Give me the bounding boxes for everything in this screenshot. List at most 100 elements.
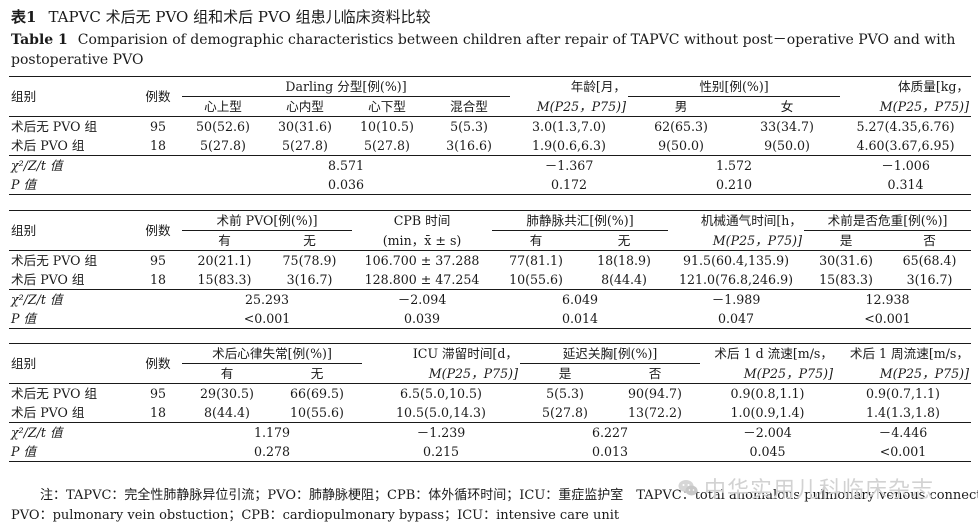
cell: 29(30.5) bbox=[182, 383, 272, 403]
weight-header: 体质量[kg， bbox=[840, 76, 972, 97]
cell: 9(50.0) bbox=[658, 138, 704, 153]
cell: 18 bbox=[149, 138, 167, 153]
sex-sub: 男 bbox=[628, 96, 735, 117]
stat-value: －1.006 bbox=[840, 155, 972, 175]
cell: 0.9(0.8,1.1) bbox=[700, 383, 835, 403]
stat-row: χ²/Z/t 值 25.293 －2.094 6.049 －1.989 12.9… bbox=[9, 289, 972, 309]
cell: 10.5(5.0,14.3) bbox=[396, 405, 486, 420]
p-value: 0.210 bbox=[628, 175, 841, 195]
stat-label: χ²/Z/t 值 bbox=[9, 289, 182, 309]
subheader-row: 心上型 心内型 心下型 混合型 M(P25，P75)] 男 女 M(P25，P7… bbox=[9, 96, 972, 117]
darling-sub: 混合型 bbox=[450, 99, 488, 114]
cell: 75(78.9) bbox=[267, 250, 353, 270]
stat-row: χ²/Z/t 值 8.571 －1.367 1.572 －1.006 bbox=[9, 155, 972, 175]
cell: 18 bbox=[149, 405, 167, 420]
caption-en-label: Table 1 bbox=[11, 32, 68, 48]
p-label: P 值 bbox=[9, 442, 182, 462]
cpb-unit: (min，x̄ ± s) bbox=[352, 230, 493, 251]
stat-value: 1.572 bbox=[628, 155, 841, 175]
table-row: 术后 PVO 组 18 8(44.4) 10(55.6) 10.5(5.0,14… bbox=[9, 403, 971, 423]
age-unit: M(P25，P75)] bbox=[510, 96, 629, 117]
stat-value: －1.989 bbox=[668, 289, 805, 309]
stat-row: χ²/Z/t 值 1.179 －1.239 6.227 －2.004 －4.44… bbox=[9, 422, 971, 442]
cell: 77(81.1) bbox=[492, 250, 581, 270]
cell: 62(65.3) bbox=[628, 116, 735, 136]
flow1d-header: 术后 1 d 流速[m/s， bbox=[700, 343, 835, 364]
wechat-icon bbox=[678, 480, 698, 496]
confluence-header: 肺静脉共汇[例(%)] bbox=[492, 210, 669, 231]
stat-label: χ²/Z/t 值 bbox=[9, 422, 182, 442]
stat-value: 8.571 bbox=[182, 155, 511, 175]
cell: 13(72.2) bbox=[628, 405, 682, 420]
cell: 3.0(1.3,7.0) bbox=[510, 116, 629, 136]
cell: 50(52.6) bbox=[182, 116, 264, 136]
darling-sub: 心下型 bbox=[368, 99, 406, 114]
table-row: 术后无 PVO 组 95 50(52.6) 30(31.6) 10(10.5) … bbox=[9, 116, 972, 136]
header-row: 组别 例数 术后心律失常[例(%)] ICU 滞留时间[d， 延迟关胸[例(%)… bbox=[9, 343, 971, 384]
cell: 5(5.3) bbox=[428, 116, 511, 136]
weight-unit: M(P25，P75)] bbox=[840, 96, 972, 117]
table-row: 术后无 PVO 组 95 29(30.5) 66(69.5) 6.5(5.0,1… bbox=[9, 383, 971, 403]
group2-label: 术后 PVO 组 bbox=[11, 272, 85, 287]
table-note-line1: 注：TAPVC：完全性肺静脉异位引流；PVO：肺静脉梗阻；CPB：体外循环时间；… bbox=[40, 488, 978, 503]
stat-value: －2.094 bbox=[352, 289, 493, 309]
stat-value: 6.227 bbox=[520, 422, 700, 442]
table-section-2: 组别 例数 术前 PVO[例(%)] CPB 时间 肺静脉共汇[例(%)] 机械… bbox=[9, 210, 972, 329]
pvo-sub: 无 bbox=[303, 233, 316, 248]
stat-value: －1.367 bbox=[510, 155, 629, 175]
cell: 8(44.4) bbox=[601, 272, 647, 287]
watermark: 中华实用儿科临床杂志 bbox=[678, 472, 934, 504]
cell: 91.5(60.4,135.9) bbox=[668, 250, 805, 270]
flow1d-unit: M(P25，P75)] bbox=[700, 363, 835, 384]
confluence-sub: 无 bbox=[617, 233, 631, 248]
vent-unit: M(P25，P75)] bbox=[668, 230, 805, 251]
cell: 3(16.7) bbox=[906, 272, 953, 287]
n-header: 例数 bbox=[134, 76, 182, 117]
stat-label: χ²/Z/t 值 bbox=[9, 155, 182, 175]
p-value: 0.036 bbox=[182, 175, 511, 195]
p-value: 0.278 bbox=[182, 442, 362, 462]
p-row: P 值 0.278 0.215 0.013 0.045 <0.001 bbox=[9, 442, 971, 462]
cell: 95 bbox=[134, 116, 182, 136]
flow1w-unit: M(P25，P75)] bbox=[835, 363, 971, 384]
cell: 8(44.4) bbox=[204, 405, 250, 420]
confluence-sub: 有 bbox=[529, 233, 543, 248]
cell: 90(94.7) bbox=[610, 383, 700, 403]
caption-cn: 表1 TAPVC 术后无 PVO 组和术后 PVO 组患儿临床资料比较 bbox=[11, 6, 431, 27]
cell: 5(27.8) bbox=[364, 138, 410, 153]
p-value: <0.001 bbox=[804, 309, 972, 329]
cell: 5(5.3) bbox=[520, 383, 610, 403]
cell: 4.60(3.67,6.95) bbox=[856, 138, 955, 153]
p-row: P 值 <0.001 0.039 0.014 0.047 <0.001 bbox=[9, 309, 972, 329]
group1-label: 术后无 PVO 组 bbox=[9, 116, 134, 136]
arrhythmia-sub: 无 bbox=[310, 366, 324, 381]
darling-sub: 心上型 bbox=[204, 99, 242, 114]
p-label: P 值 bbox=[9, 175, 182, 195]
stat-value: 1.179 bbox=[182, 422, 362, 442]
group-header: 组别 bbox=[9, 76, 134, 117]
header-row: 组别 例数 Darling 分型[例(%)] 年龄[月， 性别[例(%)] 体质… bbox=[9, 76, 972, 117]
cell: 65(68.4) bbox=[888, 250, 972, 270]
p-value: <0.001 bbox=[835, 442, 971, 462]
darling-sub: 心内型 bbox=[286, 99, 324, 114]
stat-value: －2.004 bbox=[700, 422, 835, 442]
caption-cn-label: 表1 bbox=[11, 8, 37, 26]
subheader-row: 有 无 M(P25，P75)] 是 否 M(P25，P75)] M(P25，P7… bbox=[9, 363, 971, 384]
cell: 1.4(1.3,1.8) bbox=[866, 405, 940, 420]
arrhythmia-sub: 有 bbox=[220, 366, 234, 381]
cell: 30(31.6) bbox=[264, 116, 346, 136]
p-value: <0.001 bbox=[182, 309, 353, 329]
group2-label: 术后 PVO 组 bbox=[11, 138, 85, 153]
cell: 121.0(76.8,246.9) bbox=[679, 272, 793, 287]
group-header: 组别 bbox=[9, 210, 134, 251]
table-section-1: 组别 例数 Darling 分型[例(%)] 年龄[月， 性别[例(%)] 体质… bbox=[9, 76, 972, 195]
critical-sub: 否 bbox=[923, 233, 936, 248]
cell: 5.27(4.35,6.76) bbox=[840, 116, 972, 136]
table-row: 术后无 PVO 组 95 20(21.1) 75(78.9) 106.700 ±… bbox=[9, 250, 972, 270]
caption-en-title: Comparision of demographic characteristi… bbox=[11, 32, 956, 68]
cell: 1.9(0.6,6.3) bbox=[532, 138, 606, 153]
cell: 3(16.7) bbox=[286, 272, 333, 287]
sex-sub: 女 bbox=[734, 96, 841, 117]
cell: 15(83.3) bbox=[197, 272, 252, 287]
cell: 18(18.9) bbox=[580, 250, 669, 270]
